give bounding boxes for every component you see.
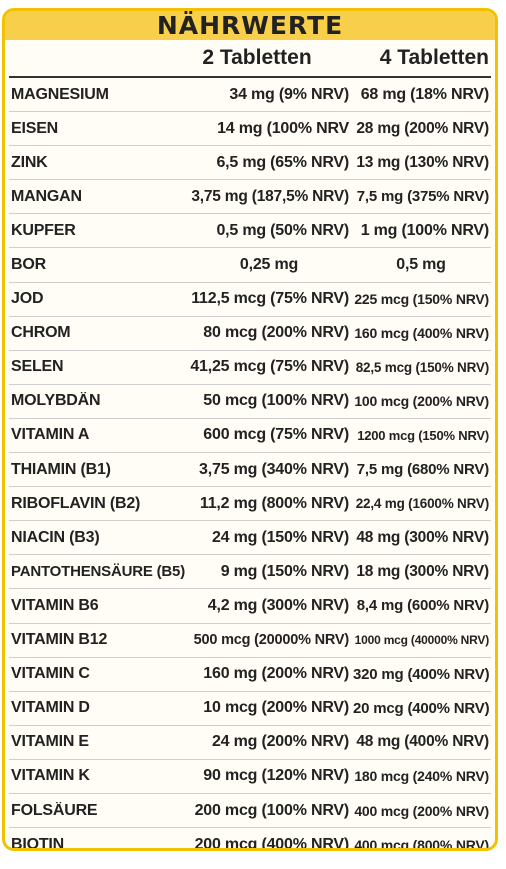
table-row: CHROM 80 mcg (200% NRV) 160 mcg (400% NRV) [9, 317, 491, 351]
value-4-tablets: 1000 mcg (40000% NRV) [354, 633, 490, 648]
value-4-tablets: 180 mcg (240% NRV) [354, 768, 489, 785]
value-4-tablets: 28 mg (200% NRV) [356, 119, 489, 137]
title-bar: NÄHRWERTE [5, 11, 495, 40]
value-4-tablets: 7,5 mg (680% NRV) [356, 461, 489, 479]
table-row: EISEN 14 mg (100% NRV 28 mg (200% NRV) [9, 112, 491, 147]
value-4-tablets: 68 mg (18% NRV) [360, 85, 490, 103]
column-header-row: 2 Tabletten 4 Tabletten [9, 40, 491, 78]
table-row: MOLYBDÄN 50 mcg (100% NRV) 100 mcg (200% N… [9, 385, 491, 419]
value-2-tablets: 200 mcg (100% NRV) [194, 801, 350, 819]
table-row: VITAMIN B12 500 mcg (20000% NRV) 1000 mcg … [9, 624, 491, 658]
value-2-tablets: 500 mcg (20000% NRV) [193, 632, 350, 649]
value-2-tablets: 200 mcg (400% NRV) [194, 835, 350, 851]
nutrient-name: MAGNESIUM [11, 85, 109, 103]
column-header-2-tablets: 2 Tabletten [202, 46, 312, 69]
nutrient-name: SELEN [11, 358, 64, 376]
value-4-tablets: 0,5 mg [396, 256, 446, 274]
nutrient-name: VITAMIN K [11, 767, 90, 785]
table-row: ZINK 6,5 mg (65% NRV) 13 mg (130% NRV) [9, 146, 491, 181]
value-2-tablets: 160 mg (200% NRV) [203, 665, 349, 683]
nutrient-name: PANTOTHENSÄURE (B5) [11, 563, 185, 581]
table-row: MAGNESIUM 34 mg (9% NRV) 68 mg (18% NRV) [9, 78, 491, 113]
value-4-tablets: 400 mcg (200% NRV) [354, 802, 489, 819]
nutrient-name: MOLYBDÄN [11, 392, 101, 410]
table-row: KUPFER 0,5 mg (50% NRV) 1 mg (100% NRV) [9, 214, 491, 249]
value-2-tablets: 14 mg (100% NRV [217, 119, 349, 137]
value-4-tablets: 18 mg (300% NRV) [356, 562, 489, 580]
value-4-tablets: 48 mg (300% NRV) [356, 528, 489, 546]
value-4-tablets: 13 mg (130% NRV) [356, 153, 489, 171]
nutrient-name: BIOTIN [11, 835, 65, 851]
nutrient-name: VITAMIN D [11, 699, 90, 717]
value-4-tablets: 20 mcg (400% NRV) [353, 699, 490, 717]
value-2-tablets: 10 mcg (200% NRV) [203, 699, 349, 717]
table-row: BOR 0,25 mg 0,5 mg [9, 248, 491, 283]
table-row: VITAMIN A 600 mcg (75% NRV) 1200 mcg (150%… [9, 419, 491, 454]
value-4-tablets: 1 mg (100% NRV) [360, 221, 490, 239]
value-4-tablets: 8,4 mg (600% NRV) [356, 597, 489, 615]
nutrient-name: KUPFER [11, 221, 76, 239]
value-4-tablets: 82,5 mcg (150% NRV) [355, 359, 489, 375]
value-2-tablets: 0,25 mg [239, 256, 299, 274]
value-2-tablets: 11,2 mg (800% NRV) [199, 494, 349, 512]
value-4-tablets: 160 mcg (400% NRV) [354, 325, 489, 342]
table-row: NIACIN (B3) 24 mg (150% NRV) 48 mg (300% N… [9, 521, 491, 556]
table-row: FOLSÄURE 200 mcg (100% NRV) 400 mcg (200% … [9, 794, 491, 829]
value-2-tablets: 4,2 mg (300% NRV) [207, 596, 349, 614]
nutrient-name: VITAMIN A [11, 426, 90, 444]
value-4-tablets: 7,5 mg (375% NRV) [356, 188, 489, 206]
nutrient-name: MANGAN [11, 187, 82, 205]
table-row: VITAMIN C 160 mg (200% NRV) 320 mg (400% N… [9, 658, 491, 692]
nutrient-name: ZINK [11, 153, 48, 171]
value-2-tablets: 9 mg (150% NRV) [220, 562, 350, 580]
nutrient-name: VITAMIN B6 [11, 596, 99, 614]
nutrient-name: CHROM [11, 324, 71, 342]
value-2-tablets: 112,5 mcg (75% NRV) [191, 290, 349, 308]
nutrient-name: FOLSÄURE [11, 801, 98, 819]
nutrient-name: VITAMIN E [11, 733, 89, 751]
value-2-tablets: 90 mcg (120% NRV) [203, 767, 349, 785]
table-row: VITAMIN D 10 mcg (200% NRV) 20 mcg (400% N… [9, 692, 491, 726]
value-2-tablets: 50 mcg (100% NRV) [203, 392, 349, 410]
value-2-tablets: 3,75 mg (187,5% NRV) [191, 187, 349, 205]
table-row: JOD 112,5 mcg (75% NRV) 225 mcg (150% NRV) [9, 283, 491, 317]
nutrient-name: NIACIN (B3) [11, 528, 100, 546]
value-2-tablets: 34 mg (9% NRV) [229, 85, 349, 103]
value-4-tablets: 225 mcg (150% NRV) [354, 291, 489, 308]
nutrient-name: JOD [11, 290, 44, 308]
table-row: RIBOFLAVIN (B2) 11,2 mg (800% NRV) 22,4 mg… [9, 487, 491, 522]
nutrition-table-card: NÄHRWERTE 2 Tabletten 4 Tabletten MAGNES… [2, 8, 498, 851]
value-2-tablets: 24 mg (150% NRV) [211, 528, 349, 546]
value-2-tablets: 600 mcg (75% NRV) [203, 426, 349, 444]
table-row: VITAMIN K 90 mcg (120% NRV) 180 mcg (240% … [9, 760, 491, 794]
value-2-tablets: 6,5 mg (65% NRV) [216, 153, 349, 171]
nutrient-name: VITAMIN C [11, 665, 90, 683]
nutrient-name: EISEN [11, 119, 59, 137]
table-row: BIOTIN 200 mcg (400% NRV) 400 mcg (800% NR… [9, 828, 491, 851]
table-row: THIAMIN (B1) 3,75 mg (340% NRV) 7,5 mg (68… [9, 453, 491, 488]
table-body: MAGNESIUM 34 mg (9% NRV) 68 mg (18% NRV) EI… [9, 78, 491, 851]
table-row: MANGAN 3,75 mg (187,5% NRV) 7,5 mg (375% N… [9, 180, 491, 215]
table-row: PANTOTHENSÄURE (B5) 9 mg (150% NRV) 18 mg … [9, 555, 491, 590]
value-2-tablets: 0,5 mg (50% NRV) [216, 221, 349, 239]
table-title: NÄHRWERTE [156, 11, 344, 40]
value-4-tablets: 400 mcg (800% NRV) [354, 836, 489, 851]
nutrient-name: VITAMIN B12 [11, 631, 108, 649]
value-2-tablets: 80 mcg (200% NRV) [203, 324, 349, 342]
nutrient-name: RIBOFLAVIN (B2) [11, 494, 141, 512]
value-4-tablets: 22,4 mg (1600% NRV) [355, 496, 489, 512]
nutrient-name: THIAMIN (B1) [11, 460, 111, 478]
value-4-tablets: 320 mg (400% NRV) [353, 665, 490, 683]
value-4-tablets: 48 mg (400% NRV) [356, 733, 489, 751]
value-4-tablets: 1200 mcg (150% NRV) [357, 427, 489, 443]
value-2-tablets: 3,75 mg (340% NRV) [199, 460, 349, 478]
table-row: VITAMIN B6 4,2 mg (300% NRV) 8,4 mg (600% … [9, 589, 491, 624]
value-4-tablets: 100 mcg (200% NRV) [354, 393, 489, 410]
table-row: VITAMIN E 24 mg (200% NRV) 48 mg (400% NRV… [9, 726, 491, 760]
nutrient-name: BOR [11, 256, 46, 274]
value-2-tablets: 24 mg (200% NRV) [211, 733, 349, 751]
value-2-tablets: 41,25 mcg (75% NRV) [190, 358, 349, 376]
table-row: SELEN 41,25 mcg (75% NRV) 82,5 mcg (150% N… [9, 351, 491, 385]
column-header-4-tablets: 4 Tabletten [379, 46, 489, 69]
